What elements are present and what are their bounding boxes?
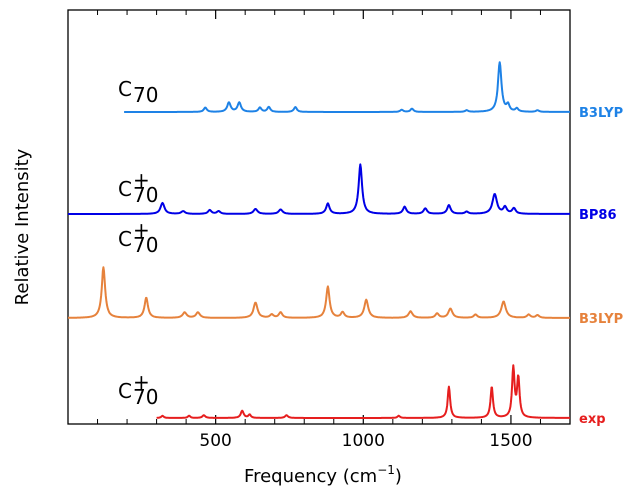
x-axis-title: Frequency (cm−1) — [244, 463, 402, 487]
molecule-charge: + — [133, 218, 150, 242]
molecule-label: C — [118, 77, 132, 101]
series-1: BP86 C +70 — [67, 163, 617, 223]
x-axis-title-text: Frequency (cm — [244, 466, 377, 487]
molecule-label: C — [118, 227, 132, 251]
series-name-label: exp — [579, 412, 606, 427]
series-2: B3LYP C +70 — [67, 218, 623, 327]
molecule-subscript: 70 — [133, 385, 158, 409]
series-3: exp C +70 — [118, 364, 606, 427]
x-tick-label: 1000 — [342, 431, 385, 451]
molecule-label: C — [118, 379, 132, 403]
series-0: B3LYP C 70 — [118, 61, 623, 121]
molecule-subscript: 70 — [133, 183, 158, 207]
x-axis-title-close: ) — [395, 466, 402, 487]
series-name-label: B3LYP — [579, 106, 623, 121]
spectrum-line-3 — [156, 364, 571, 419]
x-tick-label: 1500 — [489, 431, 532, 451]
x-axis-title-sup: −1 — [377, 463, 395, 477]
series-name-label: BP86 — [579, 208, 617, 223]
molecule-charge: + — [133, 168, 150, 192]
spectrum-line-2 — [67, 266, 571, 319]
molecule-subscript: 70 — [133, 83, 158, 107]
plot-frame — [67, 9, 571, 425]
x-tick-label: 500 — [199, 431, 231, 451]
molecule-charge: + — [133, 370, 150, 394]
molecule-label: C — [118, 177, 132, 201]
spectrum-line-1 — [67, 163, 571, 215]
y-axis-title: Relative Intensity — [12, 148, 33, 305]
spectrum-line-0 — [123, 61, 571, 113]
molecule-subscript: 70 — [133, 233, 158, 257]
series-name-label: B3LYP — [579, 312, 623, 327]
